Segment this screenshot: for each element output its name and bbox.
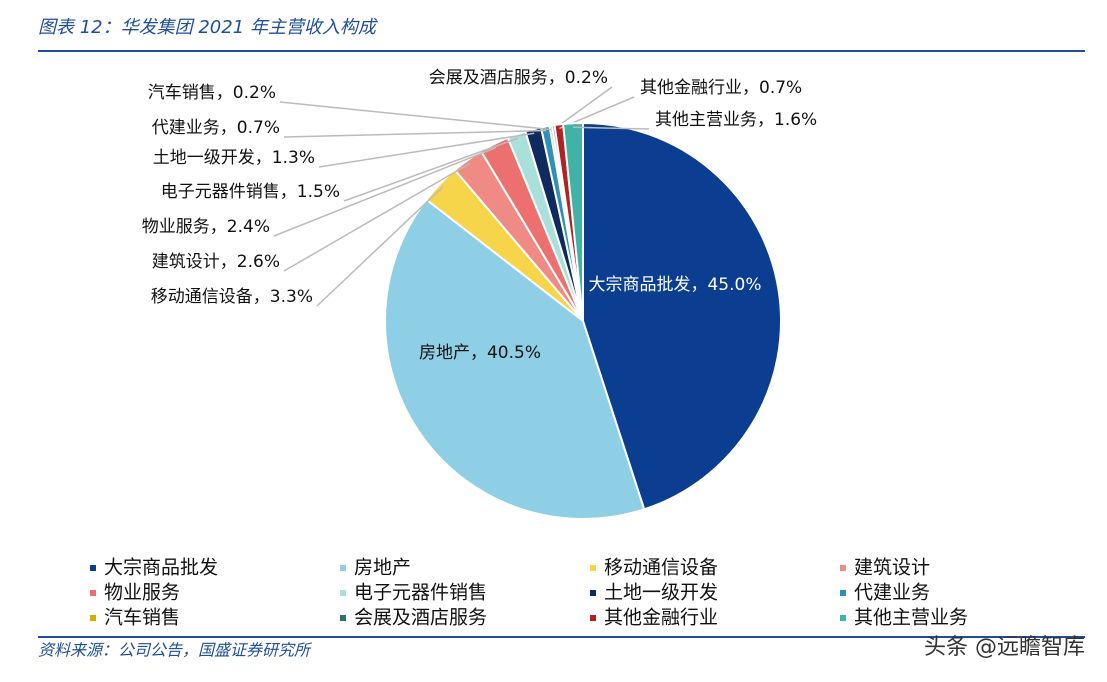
legend-label: 大宗商品批发 xyxy=(104,557,218,579)
pie-slice xyxy=(562,121,584,322)
data-label: 汽车销售，0.2% xyxy=(148,83,276,103)
legend-label: 代建业务 xyxy=(854,582,930,604)
legend-label: 土地一级开发 xyxy=(604,582,718,604)
legend-swatch xyxy=(840,615,846,621)
leader-line xyxy=(318,132,535,168)
legend-swatch xyxy=(840,590,846,596)
source-note: 资料来源：公司公告，国盛证券研究所 xyxy=(38,641,313,660)
data-label: 电子元器件销售，1.5% xyxy=(161,182,340,202)
legend-swatch xyxy=(590,565,596,571)
legend-swatch xyxy=(340,565,346,571)
data-label: 物业服务，2.4% xyxy=(142,217,270,237)
legend-label: 会展及酒店服务 xyxy=(354,607,487,629)
data-label: 其他主营业务，1.6% xyxy=(655,110,817,130)
data-label: 移动通信设备，3.3% xyxy=(151,287,313,307)
legend-swatch xyxy=(590,615,596,621)
legend-swatch xyxy=(340,615,346,621)
leader-line xyxy=(283,129,547,138)
pie-slice xyxy=(582,121,782,511)
data-label: 土地一级开发，1.3% xyxy=(153,148,315,168)
leader-line xyxy=(279,101,552,131)
legend-label: 电子元器件销售 xyxy=(354,582,487,604)
leader-line xyxy=(573,126,650,130)
legend-swatch xyxy=(340,590,346,596)
data-label: 房地产，40.5% xyxy=(419,343,541,363)
data-label: 大宗商品批发，45.0% xyxy=(588,275,761,295)
legend-swatch xyxy=(590,590,596,596)
legend-label: 移动通信设备 xyxy=(604,557,718,579)
leader-line xyxy=(283,162,471,272)
chart-title: 图表 12：华发集团 2021 年主营收入构成 xyxy=(38,17,379,38)
legend-swatch xyxy=(90,615,96,621)
legend-label: 其他金融行业 xyxy=(604,607,718,629)
data-label: 会展及酒店服务，0.2% xyxy=(429,68,608,88)
legend-label: 房地产 xyxy=(354,557,411,579)
leader-line xyxy=(316,186,444,307)
leader-line xyxy=(343,137,519,202)
watermark: 头条 @远瞻智库 xyxy=(924,635,1085,660)
legend-label: 汽车销售 xyxy=(104,607,180,629)
legend-swatch xyxy=(840,565,846,571)
pie-slice xyxy=(384,198,646,520)
leader-line xyxy=(553,86,613,130)
legend-label: 其他主营业务 xyxy=(854,607,968,629)
legend-swatch xyxy=(90,565,96,571)
legend-label: 物业服务 xyxy=(104,582,180,604)
legend-label: 建筑设计 xyxy=(854,557,930,579)
data-label: 代建业务，0.7% xyxy=(152,118,280,138)
data-label: 建筑设计，2.6% xyxy=(152,252,280,272)
leader-line xyxy=(273,146,497,237)
legend-swatch xyxy=(90,590,96,596)
data-label: 其他金融行业，0.7% xyxy=(640,78,802,98)
